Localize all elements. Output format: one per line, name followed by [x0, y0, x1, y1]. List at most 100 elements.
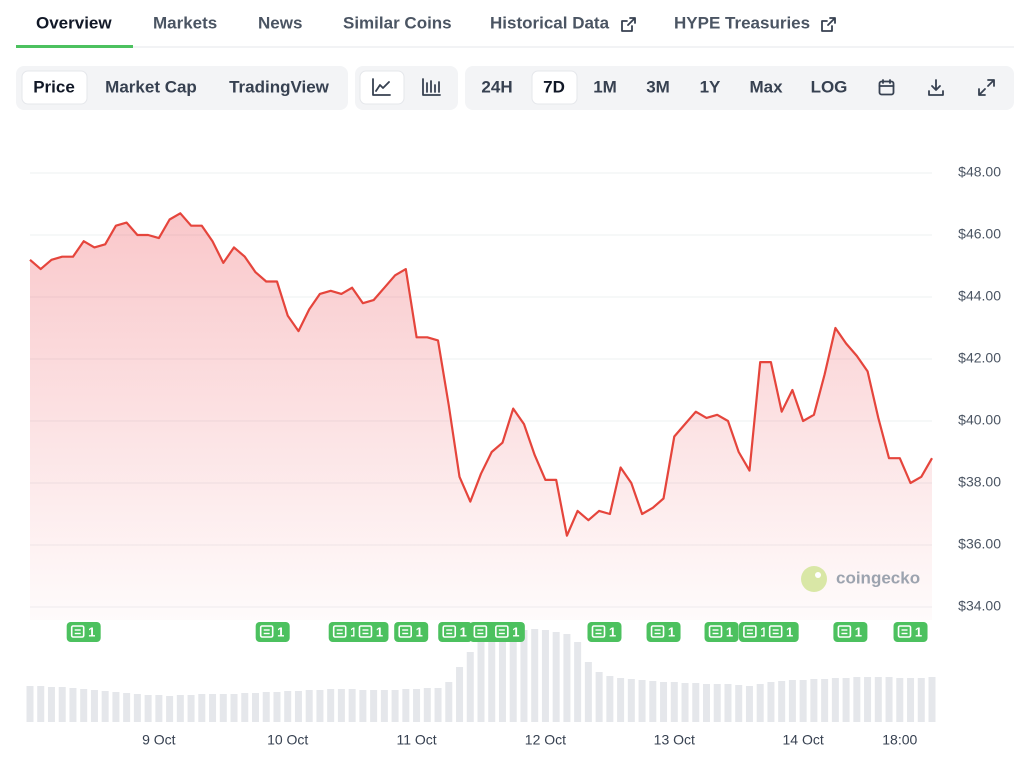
news-icon: [495, 625, 509, 638]
volume-bar: [423, 688, 431, 722]
volume-bar: [498, 630, 506, 722]
volume-bar: [69, 688, 77, 722]
volume-bar: [917, 678, 925, 722]
news-marker[interactable]: 1: [328, 622, 363, 642]
volume-bar: [273, 692, 281, 722]
volume-bar: [745, 686, 753, 722]
news-marker[interactable]: 1: [394, 622, 429, 642]
volume-bar: [47, 687, 55, 722]
range-button[interactable]: Max: [749, 77, 783, 96]
tab[interactable]: Historical Data: [490, 13, 610, 32]
external-link-icon: [621, 17, 636, 32]
y-tick-label: $46.00: [958, 226, 1001, 242]
volume-bar: [874, 677, 882, 722]
fullscreen-button[interactable]: [978, 79, 995, 96]
volume-bar: [219, 694, 227, 722]
news-icon: [837, 625, 852, 638]
news-icon: [473, 625, 488, 638]
volume-bar: [810, 679, 818, 722]
news-count: 1: [786, 624, 793, 639]
watermark: coingecko: [801, 566, 920, 592]
news-marker[interactable]: 1: [587, 622, 622, 642]
volume-bar: [316, 690, 324, 722]
volume-bar: [477, 637, 485, 722]
download-button[interactable]: [928, 79, 944, 96]
news-icon: [743, 625, 757, 638]
volume-bar: [821, 679, 829, 722]
news-marker[interactable]: 1: [764, 622, 799, 642]
volume-bar: [391, 690, 399, 722]
news-count: 1: [277, 624, 284, 639]
range-button[interactable]: 1Y: [700, 77, 721, 96]
price-line: [29, 212, 933, 537]
selected-pill: [21, 70, 88, 105]
news-marker[interactable]: 1: [490, 622, 525, 642]
x-tick-label: 13 Oct: [654, 732, 695, 748]
news-marker[interactable]: 1: [255, 622, 290, 642]
watermark-logo-eye: [815, 572, 821, 578]
view-button[interactable]: TradingView: [229, 77, 330, 96]
volume-bar: [58, 687, 66, 722]
volume-bar: [488, 632, 496, 722]
news-count: 1: [460, 624, 467, 639]
news-marker[interactable]: 1: [646, 622, 681, 642]
selected-pill: [531, 70, 578, 105]
volume-bar: [788, 680, 796, 722]
news-count: 1: [726, 624, 733, 639]
view-button[interactable]: Price: [33, 77, 75, 96]
range-button[interactable]: 24H: [481, 77, 512, 96]
y-tick-label: $44.00: [958, 288, 1001, 304]
tab[interactable]: Similar Coins: [343, 13, 452, 32]
range-button[interactable]: 3M: [646, 77, 670, 96]
volume-bar: [230, 694, 238, 722]
volume-bar: [348, 689, 356, 722]
volume-bar: [907, 678, 915, 722]
volume-bar: [617, 678, 625, 722]
news-icon: [70, 625, 85, 638]
volume-bar: [305, 690, 313, 722]
news-icon: [708, 625, 723, 638]
view-button[interactable]: Market Cap: [105, 77, 197, 96]
volume-bar: [133, 694, 141, 722]
tab[interactable]: HYPE Treasuries: [674, 13, 810, 32]
news-icon: [442, 625, 457, 638]
news-marker[interactable]: 1: [704, 622, 739, 642]
volume-bar: [885, 677, 893, 722]
line-chart-button[interactable]: [372, 78, 391, 96]
range-button[interactable]: 1M: [593, 77, 617, 96]
volume-bar: [831, 678, 839, 722]
calendar-button[interactable]: [878, 79, 895, 96]
volume-bar: [445, 682, 453, 722]
tab[interactable]: News: [258, 13, 302, 32]
volume-bar: [778, 681, 786, 722]
news-marker[interactable]: 1: [738, 622, 773, 642]
volume-bar: [649, 681, 657, 722]
tab[interactable]: Markets: [153, 13, 217, 32]
tab[interactable]: Overview: [36, 13, 112, 32]
news-marker[interactable]: 1: [438, 622, 473, 642]
toolbar: Price Market Cap TradingView 24H 7D 1M 3…: [16, 66, 1014, 110]
range-button[interactable]: 7D: [543, 77, 565, 96]
volume-bar: [101, 691, 109, 722]
y-tick-label: $40.00: [958, 412, 1001, 428]
external-link-icon: [821, 17, 836, 32]
news-count: 1: [350, 624, 357, 639]
news-icon: [591, 625, 606, 638]
news-marker[interactable]: 1: [893, 622, 928, 642]
news-marker[interactable]: 1: [833, 622, 868, 642]
volume-bar: [853, 677, 861, 722]
volume-bar: [176, 695, 184, 722]
range-button[interactable]: LOG: [811, 77, 848, 96]
volume-bar: [724, 684, 732, 722]
news-count: 1: [88, 624, 95, 639]
volume-bar: [166, 696, 174, 722]
news-marker[interactable]: 1: [66, 622, 101, 642]
candle-chart-button[interactable]: [422, 78, 441, 96]
price-area: [30, 213, 932, 621]
volume-bar: [681, 683, 689, 722]
volume-bar: [123, 693, 131, 722]
volume-bar: [606, 676, 614, 722]
volume-bar: [198, 694, 206, 722]
news-marker[interactable]: 1: [354, 622, 389, 642]
x-tick-label: 9 Oct: [142, 732, 176, 748]
